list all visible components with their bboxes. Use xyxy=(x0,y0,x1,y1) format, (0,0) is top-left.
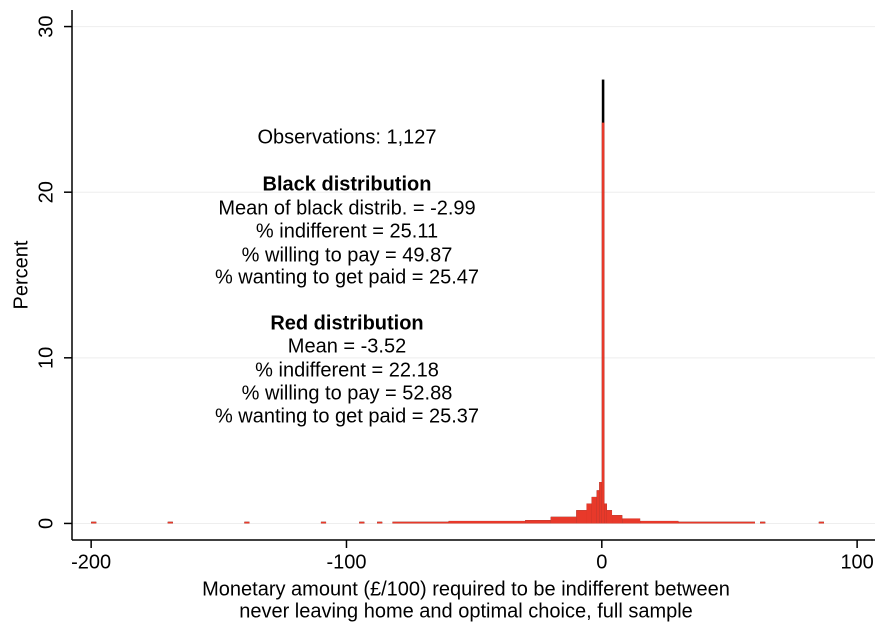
x-axis-label: never leaving home and optimal choice, f… xyxy=(239,600,693,622)
x-tick-label: -100 xyxy=(326,551,366,573)
x-tick-label: -200 xyxy=(71,551,111,573)
annotation: Mean of black distrib. = -2.99 xyxy=(218,197,475,219)
histogram-bar xyxy=(448,520,526,524)
annotation: Mean = -3.52 xyxy=(288,335,406,357)
histogram-bar xyxy=(596,490,600,524)
histogram-bar xyxy=(525,520,551,524)
annotation: % willing to pay = 49.87 xyxy=(242,244,453,266)
histogram-bar xyxy=(320,521,327,524)
histogram-bar xyxy=(760,521,766,524)
histogram-bar xyxy=(612,515,623,524)
histogram-bar xyxy=(91,521,97,524)
annotation: Black distribution xyxy=(263,173,432,195)
histogram-bar xyxy=(550,516,577,524)
annotation: % indifferent = 22.18 xyxy=(255,359,439,381)
histogram-bar xyxy=(359,521,365,524)
annotation: Observations: 1,127 xyxy=(258,126,437,148)
histogram-bar xyxy=(606,510,613,524)
x-axis-label: Monetary amount (£/100) required to be i… xyxy=(202,578,730,600)
histogram-bar xyxy=(818,521,824,524)
histogram-bar xyxy=(392,521,449,524)
annotation: Red distribution xyxy=(270,312,423,334)
y-tick-label: 0 xyxy=(35,518,57,529)
histogram-bar xyxy=(604,503,607,524)
histogram-bar xyxy=(244,521,250,524)
y-tick-label: 10 xyxy=(35,347,57,369)
y-tick-label: 30 xyxy=(35,15,57,37)
annotation: % indifferent = 25.11 xyxy=(256,220,438,242)
annotation: % wanting to get paid = 25.37 xyxy=(215,405,479,427)
histogram-bar xyxy=(599,482,602,524)
y-axis-label: Percent xyxy=(10,240,32,309)
annotation: % willing to pay = 52.88 xyxy=(242,382,453,404)
histogram-bar xyxy=(591,496,597,524)
histogram-bar xyxy=(377,521,383,524)
histogram-bar xyxy=(622,518,641,524)
histogram-bar xyxy=(586,503,592,524)
histogram-bar xyxy=(576,510,587,524)
histogram-bar xyxy=(678,521,755,524)
y-tick-label: 20 xyxy=(35,181,57,203)
x-tick-label: 100 xyxy=(840,551,873,573)
histogram-bar xyxy=(601,122,605,524)
x-tick-label: 0 xyxy=(596,551,607,573)
histogram-bar xyxy=(167,521,173,524)
annotation: % wanting to get paid = 25.47 xyxy=(215,266,479,288)
histogram-bar xyxy=(640,520,679,524)
